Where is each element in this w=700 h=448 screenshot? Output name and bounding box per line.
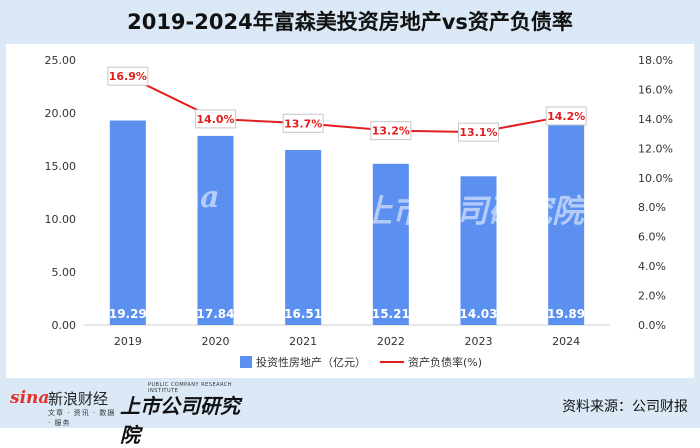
source-note: 资料来源：公司财报 xyxy=(562,399,688,415)
line-label-box xyxy=(370,121,412,141)
chart-title: 2019-2024年富森美投资房地产vs资产负债率 xyxy=(127,10,573,34)
x-tick-label: 2019 xyxy=(114,335,142,348)
y-left-tick-label: 5.00 xyxy=(52,266,77,279)
y-right-tick-label: 0.0% xyxy=(638,319,666,332)
sina-logo-mark: sina xyxy=(10,388,50,408)
line-value-label: 14.0% xyxy=(196,113,234,126)
bar-value-label: 15.21 xyxy=(372,307,410,321)
sina-finance-logo: sina 新浪财经 文章 · 资讯 · 数据 · 服务 xyxy=(10,386,120,427)
y-right-tick-label: 10.0% xyxy=(638,172,673,185)
x-tick-label: 2021 xyxy=(289,335,317,348)
bar xyxy=(197,135,234,325)
institute-logo-cn: 上市公司研究院 xyxy=(120,394,240,447)
footer xyxy=(0,378,700,428)
legend-bar-label: 投资性房地产（亿元） xyxy=(256,355,366,369)
line-label-box xyxy=(282,113,324,133)
title-bar: 2019-2024年富森美投资房地产vs资产负债率 xyxy=(0,0,700,44)
y-right-tick-label: 18.0% xyxy=(638,54,673,67)
sina-logo-cn: 新浪财经 xyxy=(48,390,109,408)
y-right-tick-label: 8.0% xyxy=(638,201,666,214)
y-left-tick-label: 15.00 xyxy=(45,160,77,173)
y-left-tick-label: 0.00 xyxy=(52,319,77,332)
chart-svg: 0.00 5.00 10.00 15.00 20.00 25.00 0.0% 2.0% 4.0%… xyxy=(45,54,673,369)
x-tick-label: 2022 xyxy=(377,335,405,348)
line-label-box xyxy=(107,66,149,86)
legend-bar-swatch xyxy=(240,356,252,368)
y-right-tick-label: 14.0% xyxy=(638,113,673,126)
line-label-box xyxy=(195,109,236,129)
research-institute-logo: PUBLIC COMPANY RESEARCH INSTITUTE 上市公司研究… xyxy=(120,382,250,447)
bar-value-label: 19.89 xyxy=(547,307,585,321)
bar xyxy=(548,114,585,325)
bar xyxy=(109,120,146,325)
line-value-label: 13.2% xyxy=(372,125,410,138)
y-right-tick-label: 4.0% xyxy=(638,260,666,273)
legend-line-label: 资产负债率(%) xyxy=(408,355,482,369)
x-tick-label: 2023 xyxy=(465,335,493,348)
bar xyxy=(372,163,409,325)
sina-logo-sub: 文章 · 资讯 · 数据 · 服务 xyxy=(48,409,116,427)
y-left-tick-label: 25.00 xyxy=(45,54,77,67)
bar-value-label: 16.51 xyxy=(284,307,322,321)
y-right-tick-label: 16.0% xyxy=(638,83,673,96)
line-series xyxy=(127,75,567,134)
y-right-tick-label: 12.0% xyxy=(638,142,673,155)
line-value-label: 14.2% xyxy=(547,110,585,123)
line-value-label: 13.7% xyxy=(284,117,322,130)
bar xyxy=(285,149,322,325)
bar-value-label: 19.29 xyxy=(109,307,147,321)
y-left-tick-label: 20.00 xyxy=(45,107,77,120)
bar-value-label: 14.03 xyxy=(460,307,498,321)
x-tick-label: 2024 xyxy=(552,335,580,348)
y-left-tick-label: 10.00 xyxy=(45,213,77,226)
bar-value-label: 17.84 xyxy=(197,307,235,321)
bar xyxy=(460,176,497,325)
line-label-box xyxy=(458,122,499,142)
x-tick-label: 2020 xyxy=(202,335,230,348)
institute-logo-en: PUBLIC COMPANY RESEARCH INSTITUTE xyxy=(148,382,233,394)
line-label-box xyxy=(545,106,587,126)
y-right-tick-label: 2.0% xyxy=(638,290,666,303)
y-right-tick-label: 6.0% xyxy=(638,231,666,244)
line-value-label: 13.1% xyxy=(459,126,497,139)
line-value-label: 16.9% xyxy=(109,70,147,83)
